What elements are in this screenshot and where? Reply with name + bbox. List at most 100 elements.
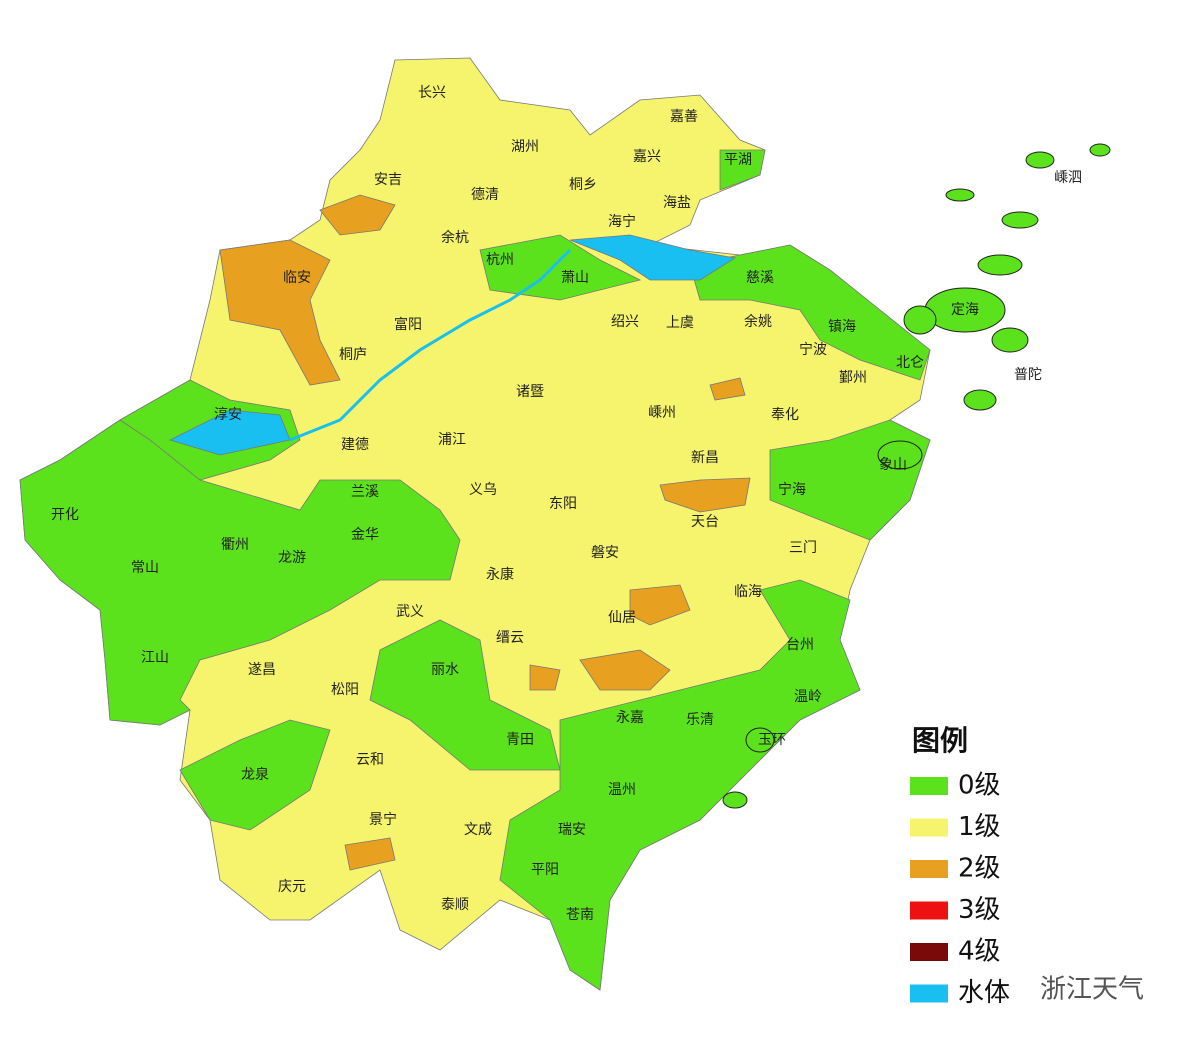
place-label: 桐乡: [569, 177, 597, 193]
place-label: 鄞州: [839, 370, 867, 386]
place-label: 永嘉: [616, 710, 644, 726]
island: [903, 305, 937, 335]
place-label: 普陀: [1014, 367, 1042, 383]
place-label: 磐安: [591, 545, 619, 561]
place-label: 龙游: [278, 550, 306, 566]
water: [168, 409, 291, 456]
place-label: 东阳: [549, 496, 577, 512]
place-label: 庆元: [278, 879, 306, 895]
legend-label: 0级: [958, 771, 1001, 801]
place-label: 仙居: [608, 610, 636, 626]
region: [689, 244, 931, 381]
place-label: 临安: [283, 270, 311, 286]
place-label: 丽水: [431, 662, 459, 678]
place-label: 兰溪: [351, 484, 379, 500]
place-label: 新昌: [691, 450, 719, 466]
place-label: 嵊州: [648, 405, 676, 421]
legend-title: 图例: [912, 724, 968, 757]
place-label: 云和: [356, 752, 384, 768]
place-label: 上虞: [666, 315, 694, 331]
place-label: 嘉兴: [633, 149, 661, 165]
island: [963, 389, 997, 411]
place-label: 诸暨: [516, 384, 544, 400]
place-label: 嘉善: [670, 109, 698, 125]
place-label: 慈溪: [746, 270, 774, 286]
place-label: 萧山: [561, 270, 589, 286]
place-label: 长兴: [418, 85, 446, 101]
legend-label: 4级: [958, 937, 1001, 967]
place-label: 台州: [786, 637, 814, 653]
place-label: 富阳: [394, 316, 422, 333]
island: [1001, 211, 1039, 229]
place-label: 余姚: [744, 313, 772, 330]
legend-swatch: [910, 818, 948, 837]
region: [629, 584, 691, 626]
watermark: 浙江天气: [1040, 975, 1144, 1005]
place-label: 苍南: [566, 907, 594, 923]
place-label: 淳安: [214, 406, 242, 423]
island: [945, 188, 975, 202]
place-label: 三门: [789, 540, 817, 556]
legend-swatch: [910, 943, 948, 961]
place-label: 缙云: [496, 630, 524, 646]
place-label: 景宁: [369, 811, 397, 828]
island: [877, 440, 923, 470]
place-label: 金华: [351, 527, 379, 543]
place-label: 松阳: [331, 682, 359, 698]
legend-label: 3级: [958, 895, 1001, 925]
region: [499, 579, 861, 991]
region: [344, 837, 396, 871]
place-label: 瑞安: [558, 822, 586, 838]
place-label: 永康: [486, 566, 514, 583]
place-label: 桐庐: [339, 347, 367, 363]
region: [479, 234, 642, 301]
place-label: 建德: [341, 437, 369, 453]
place-label: 开化: [51, 507, 79, 523]
place-label: 绍兴: [611, 314, 639, 330]
legend-swatch: [910, 860, 948, 878]
legend-label: 水体: [958, 978, 1010, 1008]
place-label: 嵊泗: [1054, 170, 1082, 186]
legend-swatch: [910, 984, 948, 1003]
place-label: 象山: [879, 457, 907, 473]
legend-swatch: [910, 777, 948, 795]
place-label: 衢州: [221, 536, 249, 553]
legend-label: 1级: [958, 812, 1001, 842]
region: [579, 649, 671, 691]
place-label: 武义: [396, 604, 424, 620]
place-label: 杭州: [486, 252, 514, 268]
place-label: 天台: [691, 514, 719, 530]
region: [219, 239, 341, 386]
region: [369, 619, 561, 771]
place-label: 奉化: [771, 407, 799, 423]
place-label: 玉环: [758, 732, 786, 748]
place-label: 余杭: [441, 229, 469, 246]
place-label: 镇海: [828, 319, 856, 335]
place-label: 平阳: [531, 862, 559, 878]
place-label: 泰顺: [441, 897, 469, 913]
place-label: 常山: [131, 560, 159, 576]
place-label: 江山: [141, 650, 169, 666]
region: [319, 194, 396, 236]
place-label: 宁海: [778, 481, 806, 498]
region: [719, 149, 766, 191]
place-label: 平湖: [724, 152, 752, 168]
place-label: 湖州: [511, 139, 539, 155]
place-label: 安吉: [374, 172, 402, 188]
region: [529, 664, 561, 691]
place-label: 临海: [734, 584, 762, 600]
place-label: 遂昌: [248, 662, 276, 678]
place-label: 义乌: [469, 482, 497, 498]
island: [977, 254, 1023, 276]
place-label: 乐清: [686, 712, 714, 728]
river: [289, 248, 572, 442]
island: [1089, 143, 1111, 157]
place-label: 海宁: [608, 213, 636, 230]
region: [179, 719, 331, 831]
place-label: 德清: [471, 187, 499, 203]
island: [1025, 151, 1055, 169]
legend-swatch: [910, 901, 948, 920]
island: [745, 727, 775, 753]
water: [569, 234, 737, 281]
